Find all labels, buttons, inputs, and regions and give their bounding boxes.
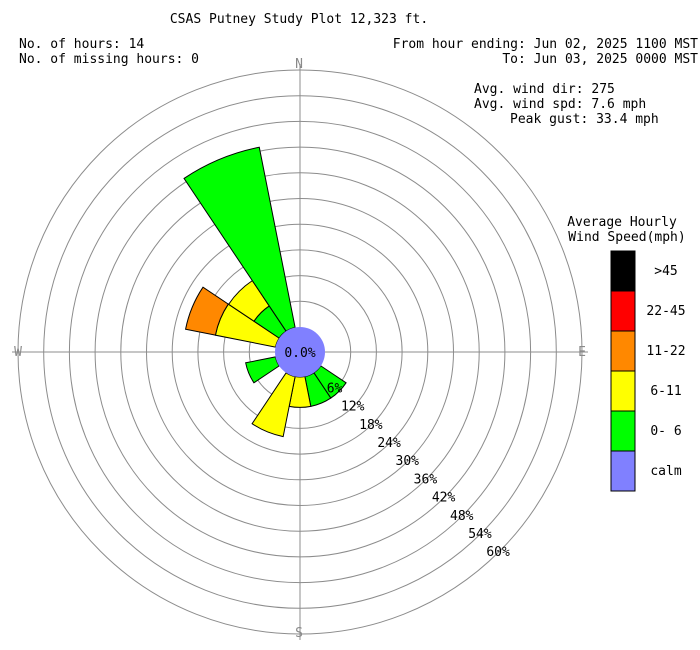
ring-label: 42%: [432, 491, 456, 506]
ring-label: 24%: [377, 436, 401, 451]
hours-count: No. of hours: 14: [19, 37, 144, 52]
east-label: E: [578, 345, 586, 360]
legend-label: 6-11: [650, 384, 681, 399]
legend-swatch: [610, 250, 636, 292]
missing-hours-count: No. of missing hours: 0: [19, 52, 199, 67]
avg-wind-dir: Avg. wind dir: 275: [474, 82, 615, 97]
calm-circle: [275, 327, 325, 377]
ring-label: 36%: [414, 472, 438, 487]
ring-label: 12%: [341, 400, 365, 415]
legend-label: 0- 6: [650, 424, 681, 439]
ring-label: 18%: [359, 418, 383, 433]
wind-petal-segment: [251, 372, 296, 438]
calm-percent-label: 0.0%: [284, 346, 315, 361]
wind-petal-segment: [245, 356, 280, 384]
west-label: W: [14, 345, 22, 360]
chart-title: CSAS Putney Study Plot 12,323 ft.: [170, 12, 428, 27]
ring-label: 54%: [468, 527, 492, 542]
wind-petal-segment: [184, 286, 229, 336]
legend-swatch: [610, 450, 636, 492]
legend-swatch: [610, 410, 636, 452]
legend-title-line2: Wind Speed(mph): [568, 230, 685, 245]
legend-swatch: [610, 330, 636, 372]
legend-label: calm: [650, 464, 681, 479]
ring-percent-labels: 6% 12% 18% 24% 30% 36% 42% 48% 54% 60%: [327, 382, 510, 561]
ring-label: 6%: [327, 382, 343, 397]
ring-label: 30%: [396, 454, 420, 469]
peak-gust: Peak gust: 33.4 mph: [510, 112, 659, 127]
date-range-to: To: Jun 03, 2025 0000 MST: [502, 52, 698, 67]
legend-label: 11-22: [646, 344, 685, 359]
wind-petals: [183, 146, 347, 438]
legend-swatch: [610, 370, 636, 412]
avg-wind-speed: Avg. wind spd: 7.6 mph: [474, 97, 646, 112]
legend-title-line1: Average Hourly: [567, 215, 677, 230]
north-label: N: [295, 57, 303, 72]
legend-label: 22-45: [646, 304, 685, 319]
legend-label: >45: [654, 264, 677, 279]
ring-label: 48%: [450, 509, 474, 524]
ring-label: 60%: [486, 545, 510, 560]
legend-swatch: [610, 290, 636, 332]
date-range-from: From hour ending: Jun 02, 2025 1100 MST: [393, 37, 698, 52]
speed-legend: >45 22-45 11-22 6-11 0- 6 calm: [610, 250, 686, 492]
south-label: S: [295, 626, 303, 641]
